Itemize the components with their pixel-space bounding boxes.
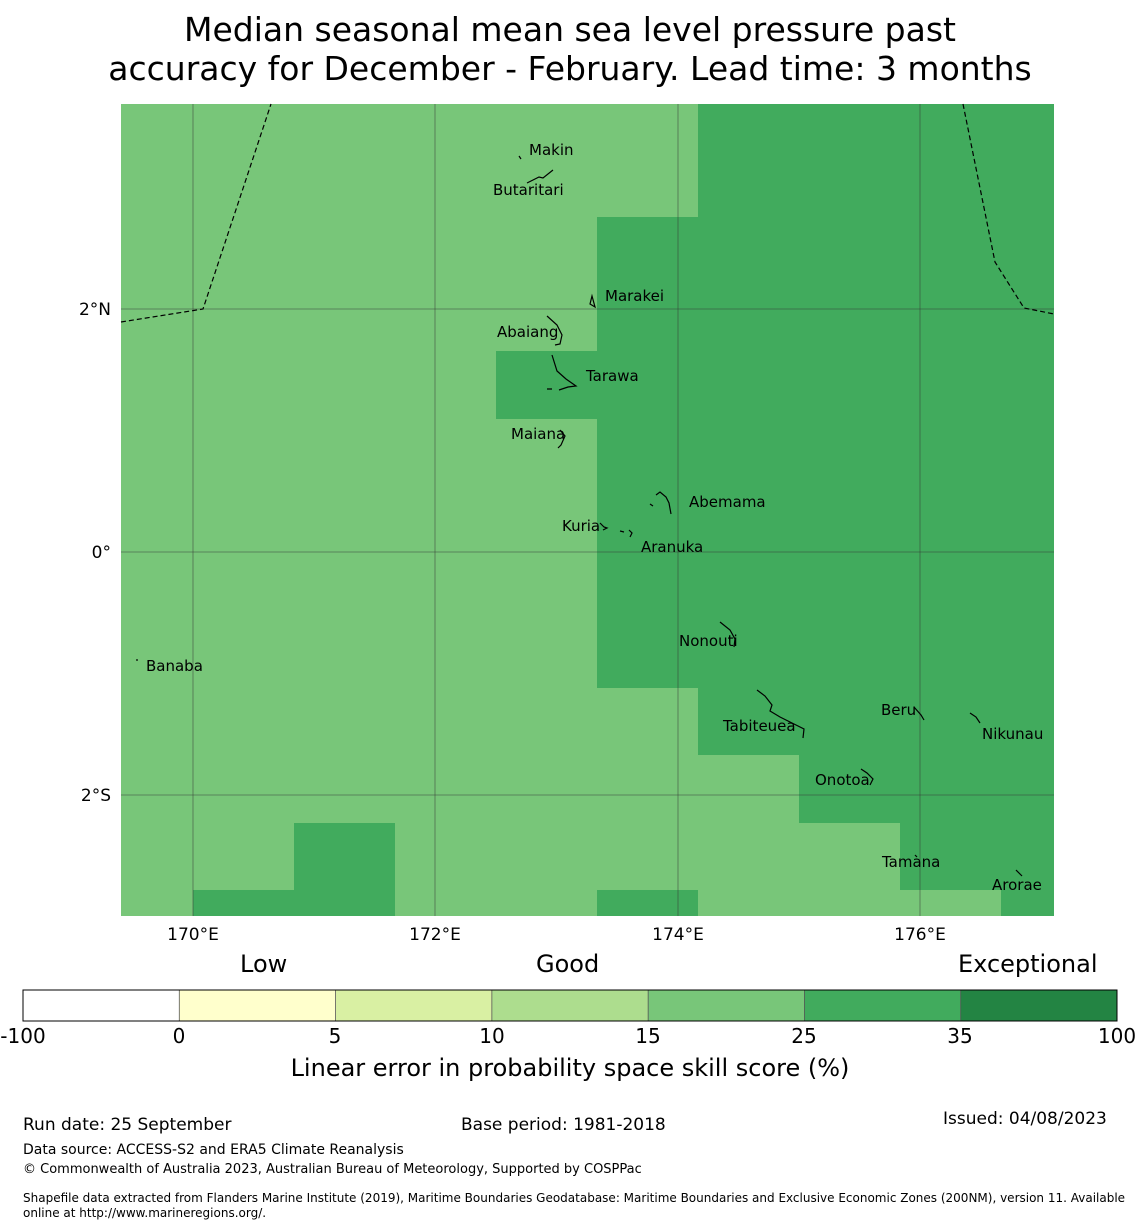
island-outlines (136, 155, 1023, 877)
category-label-exceptional: Exceptional (958, 950, 1098, 978)
island-kuria-outline (599, 522, 609, 531)
colorbar-swatch (960, 990, 1118, 1021)
island-label: Onotoa (815, 771, 870, 789)
island-abemama-outline (649, 491, 672, 515)
lon-label: 176°E (894, 925, 946, 945)
island-label: Makin (529, 141, 574, 159)
island-label: Maiana (511, 425, 565, 443)
colorbar-swatch (648, 990, 805, 1021)
lat-axis-labels: 2°N 0° 2°S (79, 300, 111, 806)
island-label: Tarawa (585, 367, 639, 385)
base-period: Base period: 1981-2018 (461, 1115, 666, 1135)
island-tarawa-outline (547, 354, 578, 391)
island-aranuka-outline (619, 529, 633, 538)
colorbar-tick-label: 35 (947, 1024, 973, 1048)
lon-label: 170°E (167, 925, 219, 945)
island-butaritari-outline (526, 169, 554, 184)
skill-cell (1001, 890, 1054, 916)
shapefile-credit-line-1: Shapefile data extracted from Flanders M… (23, 1191, 1126, 1205)
skill-cell (496, 351, 597, 419)
skill-cell (900, 823, 1054, 890)
skill-cell (698, 104, 1054, 217)
colorbar-border (22, 989, 1118, 1022)
colorbar-tick-label: 10 (479, 1024, 505, 1048)
island-beru-outline (913, 706, 925, 721)
island-label: Tamana (881, 853, 940, 871)
island-label: Aranuka (641, 538, 703, 556)
colorbar-tick-label: -100 (0, 1024, 46, 1048)
island-nikunau-outline (969, 712, 981, 724)
island-onotoa-outline (860, 768, 874, 786)
colorbar-tick-label: 25 (791, 1024, 817, 1048)
category-label-low: Low (240, 950, 288, 978)
colorbar-swatch (491, 990, 649, 1021)
skill-cell (799, 755, 1054, 823)
category-label-good: Good (536, 950, 600, 978)
skill-cell (698, 688, 1054, 755)
island-tamana-outline (914, 854, 918, 858)
colorbar (23, 990, 1118, 1021)
skill-cell (597, 890, 698, 916)
skill-cell (597, 217, 1054, 688)
island-nonouti-outline (719, 621, 736, 648)
island-label: Banaba (146, 657, 203, 675)
island-label: Nonouti (679, 632, 738, 650)
island-label: Kuria (562, 517, 600, 535)
title-line-2: accuracy for December - February. Lead t… (108, 49, 1032, 88)
lat-label: 2°N (79, 300, 111, 320)
title-line-1: Median seasonal mean sea level pressure … (184, 10, 956, 49)
island-label: Tabiteuea (722, 717, 796, 735)
island-label: Marakei (605, 287, 664, 305)
shapefile-credit-line-2: online at http://www.marineregions.org/. (23, 1206, 267, 1220)
colorbar-tick-label: 0 (172, 1024, 186, 1048)
colorbar-swatch (335, 990, 493, 1021)
island-makin-outline (518, 155, 522, 160)
colorbar-tick-label: 5 (328, 1024, 342, 1048)
skill-region-25-35 (193, 104, 1054, 916)
issued-date: Issued: 04/08/2023 (943, 1109, 1107, 1129)
eez-boundary-east (962, 103, 1055, 315)
island-arorae-outline (1015, 869, 1023, 877)
eez-boundary-west (120, 103, 272, 323)
lon-axis-labels: 170°E 172°E 174°E 176°E (167, 925, 946, 945)
chart-title: Median seasonal mean sea level pressure … (0, 10, 1140, 88)
island-label: Arorae (992, 876, 1042, 894)
island-marakei-outline (589, 293, 596, 309)
island-label: Abaiang (497, 323, 558, 341)
colorbar-title: Linear error in probability space skill … (290, 1054, 850, 1082)
lat-label: 2°S (81, 786, 111, 806)
lon-label: 174°E (652, 925, 704, 945)
run-date: Run date: 25 September (23, 1115, 232, 1135)
island-abaiang-outline (546, 315, 563, 346)
island-label: Nikunau (982, 725, 1043, 743)
data-source: Data source: ACCESS-S2 and ERA5 Climate … (23, 1142, 404, 1158)
lon-label: 172°E (409, 925, 461, 945)
island-tabiteuea-outline (756, 689, 805, 739)
skill-cell (294, 823, 395, 916)
skill-cell (193, 890, 294, 916)
colorbar-swatch (23, 990, 180, 1021)
island-label: Butaritari (493, 181, 564, 199)
island-labels: Makin Butaritari Marakei Abaiang Tarawa … (146, 141, 1043, 894)
island-maiana-outline (557, 429, 566, 449)
eez-boundaries (120, 103, 1055, 323)
copyright: © Commonwealth of Australia 2023, Austra… (23, 1162, 642, 1177)
lat-label: 0° (92, 543, 111, 563)
island-label: Abemama (689, 493, 766, 511)
colorbar-tick-label: 15 (635, 1024, 661, 1048)
graticule (121, 104, 1054, 916)
colorbar-swatch (804, 990, 962, 1021)
colorbar-tick-label: 100 (1097, 1024, 1137, 1048)
colorbar-swatch (179, 990, 337, 1021)
island-label: Beru (881, 701, 916, 719)
